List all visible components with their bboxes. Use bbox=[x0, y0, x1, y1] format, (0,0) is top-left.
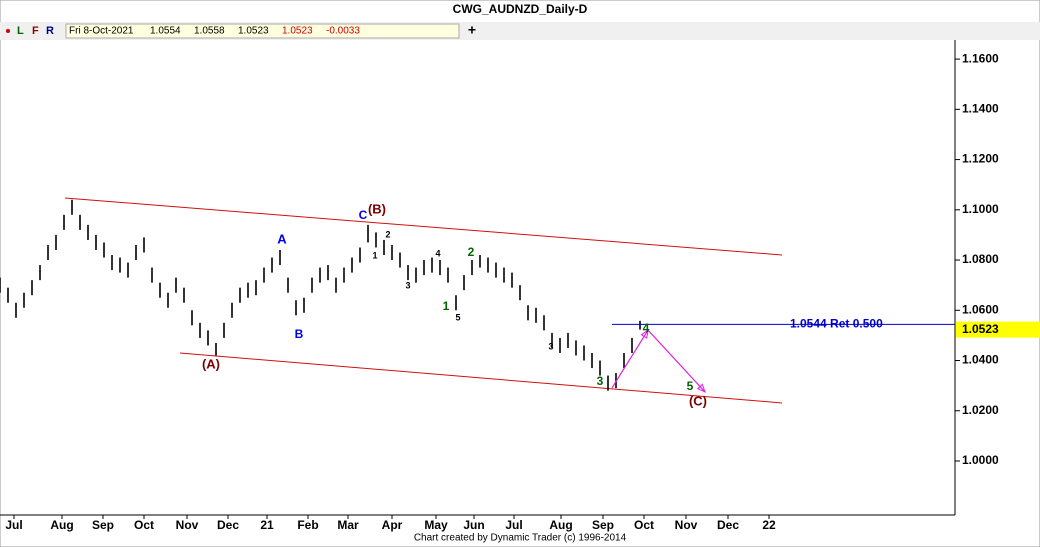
x-tick-label: Apr bbox=[382, 518, 403, 532]
toolbar-button[interactable]: R bbox=[46, 25, 54, 37]
x-tick-label: Feb bbox=[297, 518, 318, 532]
y-tick-label: 1.1200 bbox=[962, 152, 999, 166]
wave-label: 3 bbox=[548, 341, 553, 351]
x-tick-label: Dec bbox=[717, 518, 739, 532]
x-tick-label: 22 bbox=[762, 518, 776, 532]
toolbar-button[interactable]: F bbox=[32, 25, 39, 37]
wave-label: 1 bbox=[443, 299, 450, 313]
info-open: 1.0554 bbox=[150, 26, 181, 37]
wave-label: 4 bbox=[435, 248, 440, 258]
footer: Chart created by Dynamic Trader (c) 1996… bbox=[414, 533, 627, 544]
info-high: 1.0558 bbox=[194, 26, 225, 37]
x-tick-label: May bbox=[424, 518, 448, 532]
y-tick-label: 1.0800 bbox=[962, 252, 999, 266]
toolbar-button[interactable]: L bbox=[17, 25, 24, 37]
chart-title: CWG_AUDNZD_Daily-D bbox=[453, 2, 588, 16]
x-tick-label: Aug bbox=[549, 518, 572, 532]
y-tick-label: 1.1000 bbox=[962, 202, 999, 216]
info-date: Fri 8-Oct-2021 bbox=[69, 26, 134, 37]
wave-label: (C) bbox=[689, 393, 707, 408]
wave-label: (A) bbox=[202, 356, 220, 371]
info-low: 1.0523 bbox=[238, 26, 269, 37]
x-tick-label: Mar bbox=[337, 518, 359, 532]
x-tick-label: Jul bbox=[5, 518, 22, 532]
x-tick-label: Aug bbox=[50, 518, 73, 532]
y-tick-label: 1.0400 bbox=[962, 353, 999, 367]
trend-line bbox=[64, 197, 783, 256]
x-tick-label: Jun bbox=[463, 518, 484, 532]
wave-label: A bbox=[277, 231, 287, 246]
wave-label: 2 bbox=[468, 245, 475, 259]
add-button[interactable]: + bbox=[468, 22, 476, 38]
y-tick-label: 1.0600 bbox=[962, 302, 999, 316]
wave-label: B bbox=[295, 327, 304, 341]
wave-label: 3 bbox=[405, 280, 410, 290]
wave-label: C bbox=[359, 208, 368, 222]
plot: 1.0000 1.0200 1.0400 1.0600 1.0800 1.1000 1.12… bbox=[0, 51, 1040, 532]
x-tick-label: Sep bbox=[92, 518, 114, 532]
last-price-label: 1.0523 bbox=[962, 322, 999, 336]
x-tick-label: Sep bbox=[592, 518, 614, 532]
info-close: 1.0523 bbox=[282, 26, 313, 37]
trend-line bbox=[179, 352, 783, 404]
x-tick-label: Oct bbox=[134, 518, 154, 532]
y-tick-label: 1.1400 bbox=[962, 102, 999, 116]
x-tick-label: Jul bbox=[505, 518, 522, 532]
wave-label: 2 bbox=[385, 229, 390, 239]
wave-label: (B) bbox=[368, 201, 386, 216]
retracement-label: 1.0544 Ret 0.500 bbox=[790, 317, 883, 331]
wave-label: 1 bbox=[372, 250, 377, 260]
wave-label: 3 bbox=[597, 374, 604, 388]
arrow-head bbox=[640, 329, 649, 339]
y-tick-label: 1.0000 bbox=[962, 453, 999, 467]
x-tick-label: Nov bbox=[675, 518, 698, 532]
toolbar-dot bbox=[6, 29, 10, 33]
x-tick-label: Oct bbox=[634, 518, 654, 532]
last-price-box bbox=[956, 321, 1040, 338]
x-tick-label: 21 bbox=[260, 518, 274, 532]
x-tick-label: Dec bbox=[217, 518, 239, 532]
wave-label: 5 bbox=[687, 379, 694, 393]
info-change: -0.0033 bbox=[326, 26, 360, 37]
info-box bbox=[65, 23, 460, 39]
wave-label: 5 bbox=[455, 312, 460, 322]
x-tick-label: Nov bbox=[176, 518, 199, 532]
y-tick-label: 1.1600 bbox=[962, 51, 999, 65]
y-tick-label: 1.0200 bbox=[962, 403, 999, 417]
wave-label: 4 bbox=[643, 321, 650, 335]
arrow-head bbox=[696, 383, 706, 393]
